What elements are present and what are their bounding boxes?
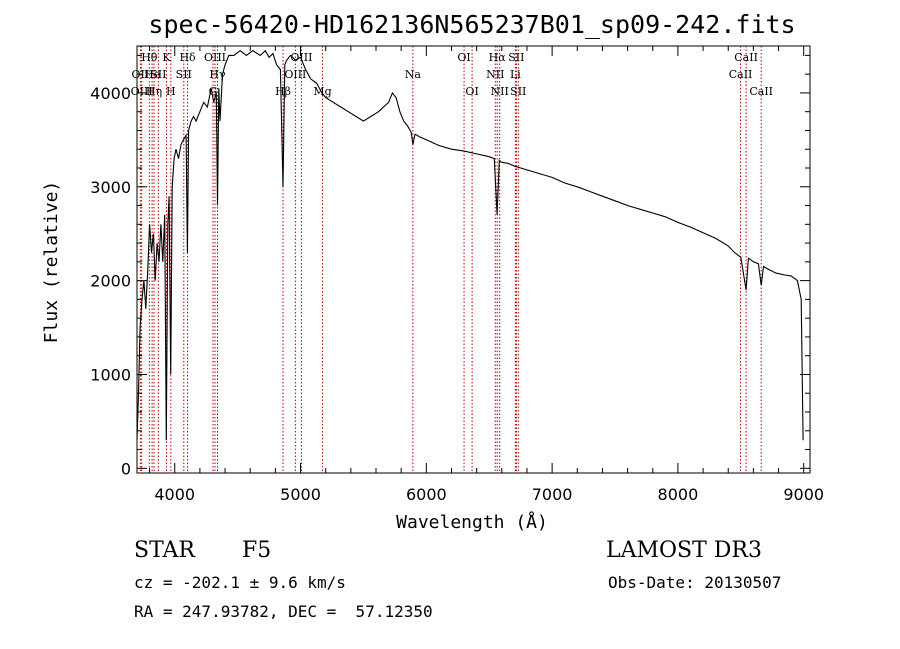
x-axis-ticks: 4000 5000 6000 7000 8000 9000	[149, 46, 824, 504]
y-axis-ticks: 0 1000 2000 3000 4000	[90, 54, 810, 478]
obs-date: Obs-Date: 20130507	[608, 573, 782, 592]
survey-name: LAMOST DR3	[606, 538, 762, 563]
redshift-cz: cz = -202.1 ± 9.6 km/s	[134, 573, 346, 592]
line-label-23: Li	[510, 68, 521, 81]
x-tick-label-1: 5000	[280, 485, 321, 504]
line-label-5: SII	[150, 68, 166, 81]
line-label-1: OIII	[131, 85, 153, 98]
y-tick-label-2: 2000	[90, 272, 131, 291]
line-label-27: CaII	[734, 51, 758, 64]
line-label-2: Hθ	[141, 51, 158, 64]
y-tick-label-4: 4000	[90, 84, 131, 103]
x-axis-label: Wavelength (Å)	[396, 511, 548, 533]
chart-title: spec-56420-HD162136N565237B01_sp09-242.f…	[148, 10, 795, 39]
line-label-17: Na	[405, 68, 422, 81]
line-label-3: He	[144, 68, 160, 81]
line-label-13: Hβ	[275, 85, 291, 98]
object-class: STAR	[134, 538, 195, 563]
line-label-28: CaII	[749, 85, 773, 98]
line-label-16: Mg	[313, 85, 331, 98]
y-tick-label-0: 0	[121, 459, 131, 478]
y-axis-label: Flux (relative)	[41, 181, 62, 344]
flux-line	[136, 49, 804, 441]
line-label-4: Hη	[146, 85, 162, 98]
line-label-20: NII	[486, 68, 504, 81]
plot-frame	[136, 45, 811, 474]
y-tick-label-1: 1000	[90, 365, 131, 384]
line-label-26: CaII	[729, 68, 753, 81]
line-label-9: Hδ	[179, 51, 196, 64]
line-label-8: SII	[176, 68, 192, 81]
spectral-subclass: F5	[242, 538, 272, 563]
line-label-7: H	[166, 85, 176, 98]
x-tick-label-4: 8000	[658, 485, 699, 504]
line-label-22: NII	[491, 85, 509, 98]
line-label-25: SII	[510, 85, 526, 98]
x-tick-label-0: 4000	[154, 485, 195, 504]
coordinates: RA = 247.93782, DEC = 57.12350	[134, 602, 433, 621]
x-tick-label-3: 7000	[532, 485, 573, 504]
line-label-24: SII	[508, 51, 524, 64]
x-tick-label-5: 9000	[783, 485, 824, 504]
line-label-14: OIII	[284, 68, 306, 81]
y-tick-label-3: 3000	[90, 178, 131, 197]
line-label-21: Hα	[489, 51, 507, 64]
line-label-11: G	[209, 85, 218, 98]
line-label-6: K	[162, 51, 171, 64]
line-label-15: OIII	[290, 51, 312, 64]
emission-line-markers	[139, 46, 762, 473]
line-label-10: OIII	[204, 51, 226, 64]
line-label-18: OI	[457, 51, 470, 64]
x-tick-label-2: 6000	[406, 485, 447, 504]
line-label-19: OI	[465, 85, 478, 98]
